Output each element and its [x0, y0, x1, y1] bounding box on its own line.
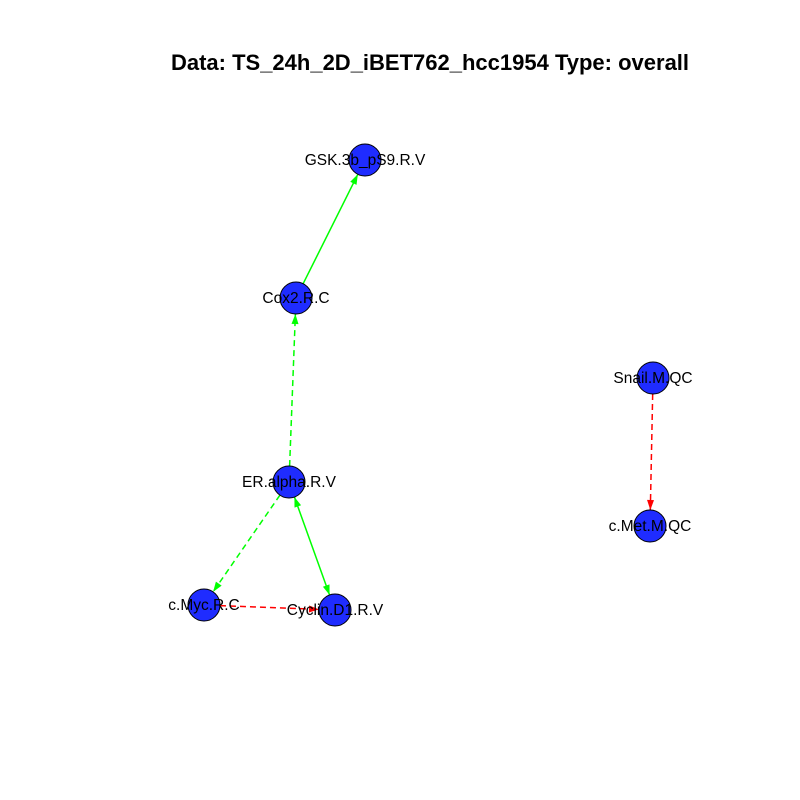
- node-circle-cmyc[interactable]: [187, 588, 221, 622]
- node-circle-cmet[interactable]: [633, 509, 667, 543]
- node-label-snail: Snail.M.QC: [613, 370, 692, 387]
- node-snail[interactable]: Snail.M.QC: [613, 361, 693, 395]
- node-circle-er[interactable]: [272, 465, 306, 499]
- edge-cmyc-cyclin: [219, 604, 320, 611]
- node-circle-gsk[interactable]: [348, 143, 382, 177]
- node-circle-cyclin[interactable]: [318, 593, 352, 627]
- node-label-cmet: c.Met.M.QC: [609, 518, 692, 535]
- edge-er-cox2: [288, 313, 297, 467]
- arrowhead-er-cmyc: [213, 581, 222, 592]
- arrowhead-cmyc-cyclin: [308, 605, 320, 613]
- node-label-cyclin: Cyclin.D1.R.V: [287, 602, 384, 619]
- edges-layer: [212, 173, 655, 613]
- node-circle-cox2[interactable]: [279, 281, 313, 315]
- node-cmyc[interactable]: c.Myc.R.C: [168, 588, 240, 622]
- node-cox2[interactable]: Cox2.R.C: [262, 281, 330, 315]
- edge-er-cmyc: [212, 494, 281, 593]
- node-label-gsk: GSK.3b_pS9.R.V: [305, 152, 426, 169]
- nodes-layer: GSK.3b_pS9.R.V Cox2.R.C ER.alpha.R.V c.Myc.…: [168, 143, 693, 627]
- arrowhead-er-cox2: [291, 313, 299, 325]
- node-circle-snail[interactable]: [636, 361, 670, 395]
- node-label-cox2: Cox2.R.C: [262, 290, 329, 307]
- arrowhead-cyclin-er: [294, 497, 302, 508]
- node-label-er: ER.alpha.R.V: [242, 474, 337, 491]
- graph-title: Data: TS_24h_2D_iBET762_hcc1954 Type: ov…: [171, 50, 689, 75]
- node-gsk[interactable]: GSK.3b_pS9.R.V: [305, 143, 426, 177]
- node-label-cmyc: c.Myc.R.C: [168, 597, 239, 614]
- node-er[interactable]: ER.alpha.R.V: [242, 465, 337, 499]
- node-cyclin[interactable]: Cyclin.D1.R.V: [287, 593, 384, 627]
- arrowhead-snail-cmet: [647, 499, 655, 511]
- edge-cox2-gsk: [302, 173, 359, 285]
- node-cmet[interactable]: c.Met.M.QC: [609, 509, 692, 543]
- arrowhead-er-cyclin: [322, 584, 330, 595]
- edge-snail-cmet: [649, 393, 654, 511]
- edge-er-cyclin: [293, 496, 331, 596]
- arrowhead-cox2-gsk: [350, 174, 358, 185]
